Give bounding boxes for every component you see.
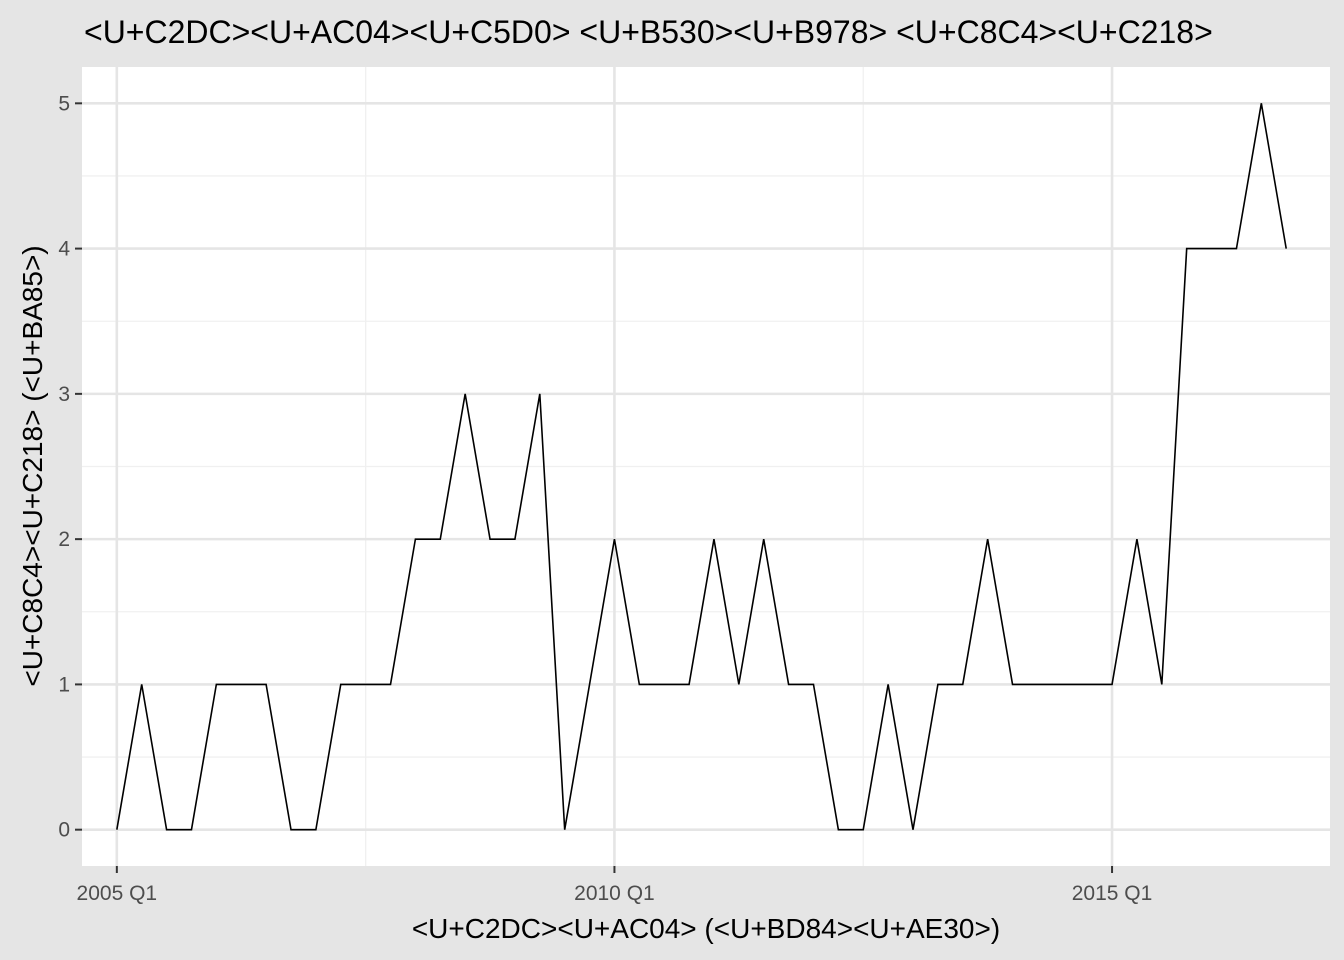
series-layer (116, 103, 1287, 831)
y-tick-label: 2 (58, 528, 70, 551)
chart-title: <U+C2DC><U+AC04><U+C5D0> <U+B530><U+B978… (84, 14, 1213, 50)
x-axis-title: <U+C2DC><U+AC04> (<U+BD84><U+AE30>) (412, 913, 1000, 944)
x-tick-label: 2015 Q1 (1072, 882, 1153, 905)
y-tick-label: 1 (58, 673, 70, 696)
series-line (116, 103, 1287, 831)
y-tick-label: 3 (58, 383, 70, 406)
x-tick-label: 2005 Q1 (77, 882, 158, 905)
y-tick-label: 5 (58, 92, 70, 115)
grid-lines (82, 67, 1330, 866)
x-tick-label: 2010 Q1 (574, 882, 655, 905)
y-tick-label: 0 (58, 819, 70, 842)
y-tick-label: 4 (58, 238, 70, 261)
axis-ticks: 0 1 2 3 4 5 2005 Q1 2010 Q1 2015 Q1 (58, 92, 1152, 905)
y-axis-title: <U+C8C4><U+C218> (<U+BA85>) (17, 245, 48, 686)
